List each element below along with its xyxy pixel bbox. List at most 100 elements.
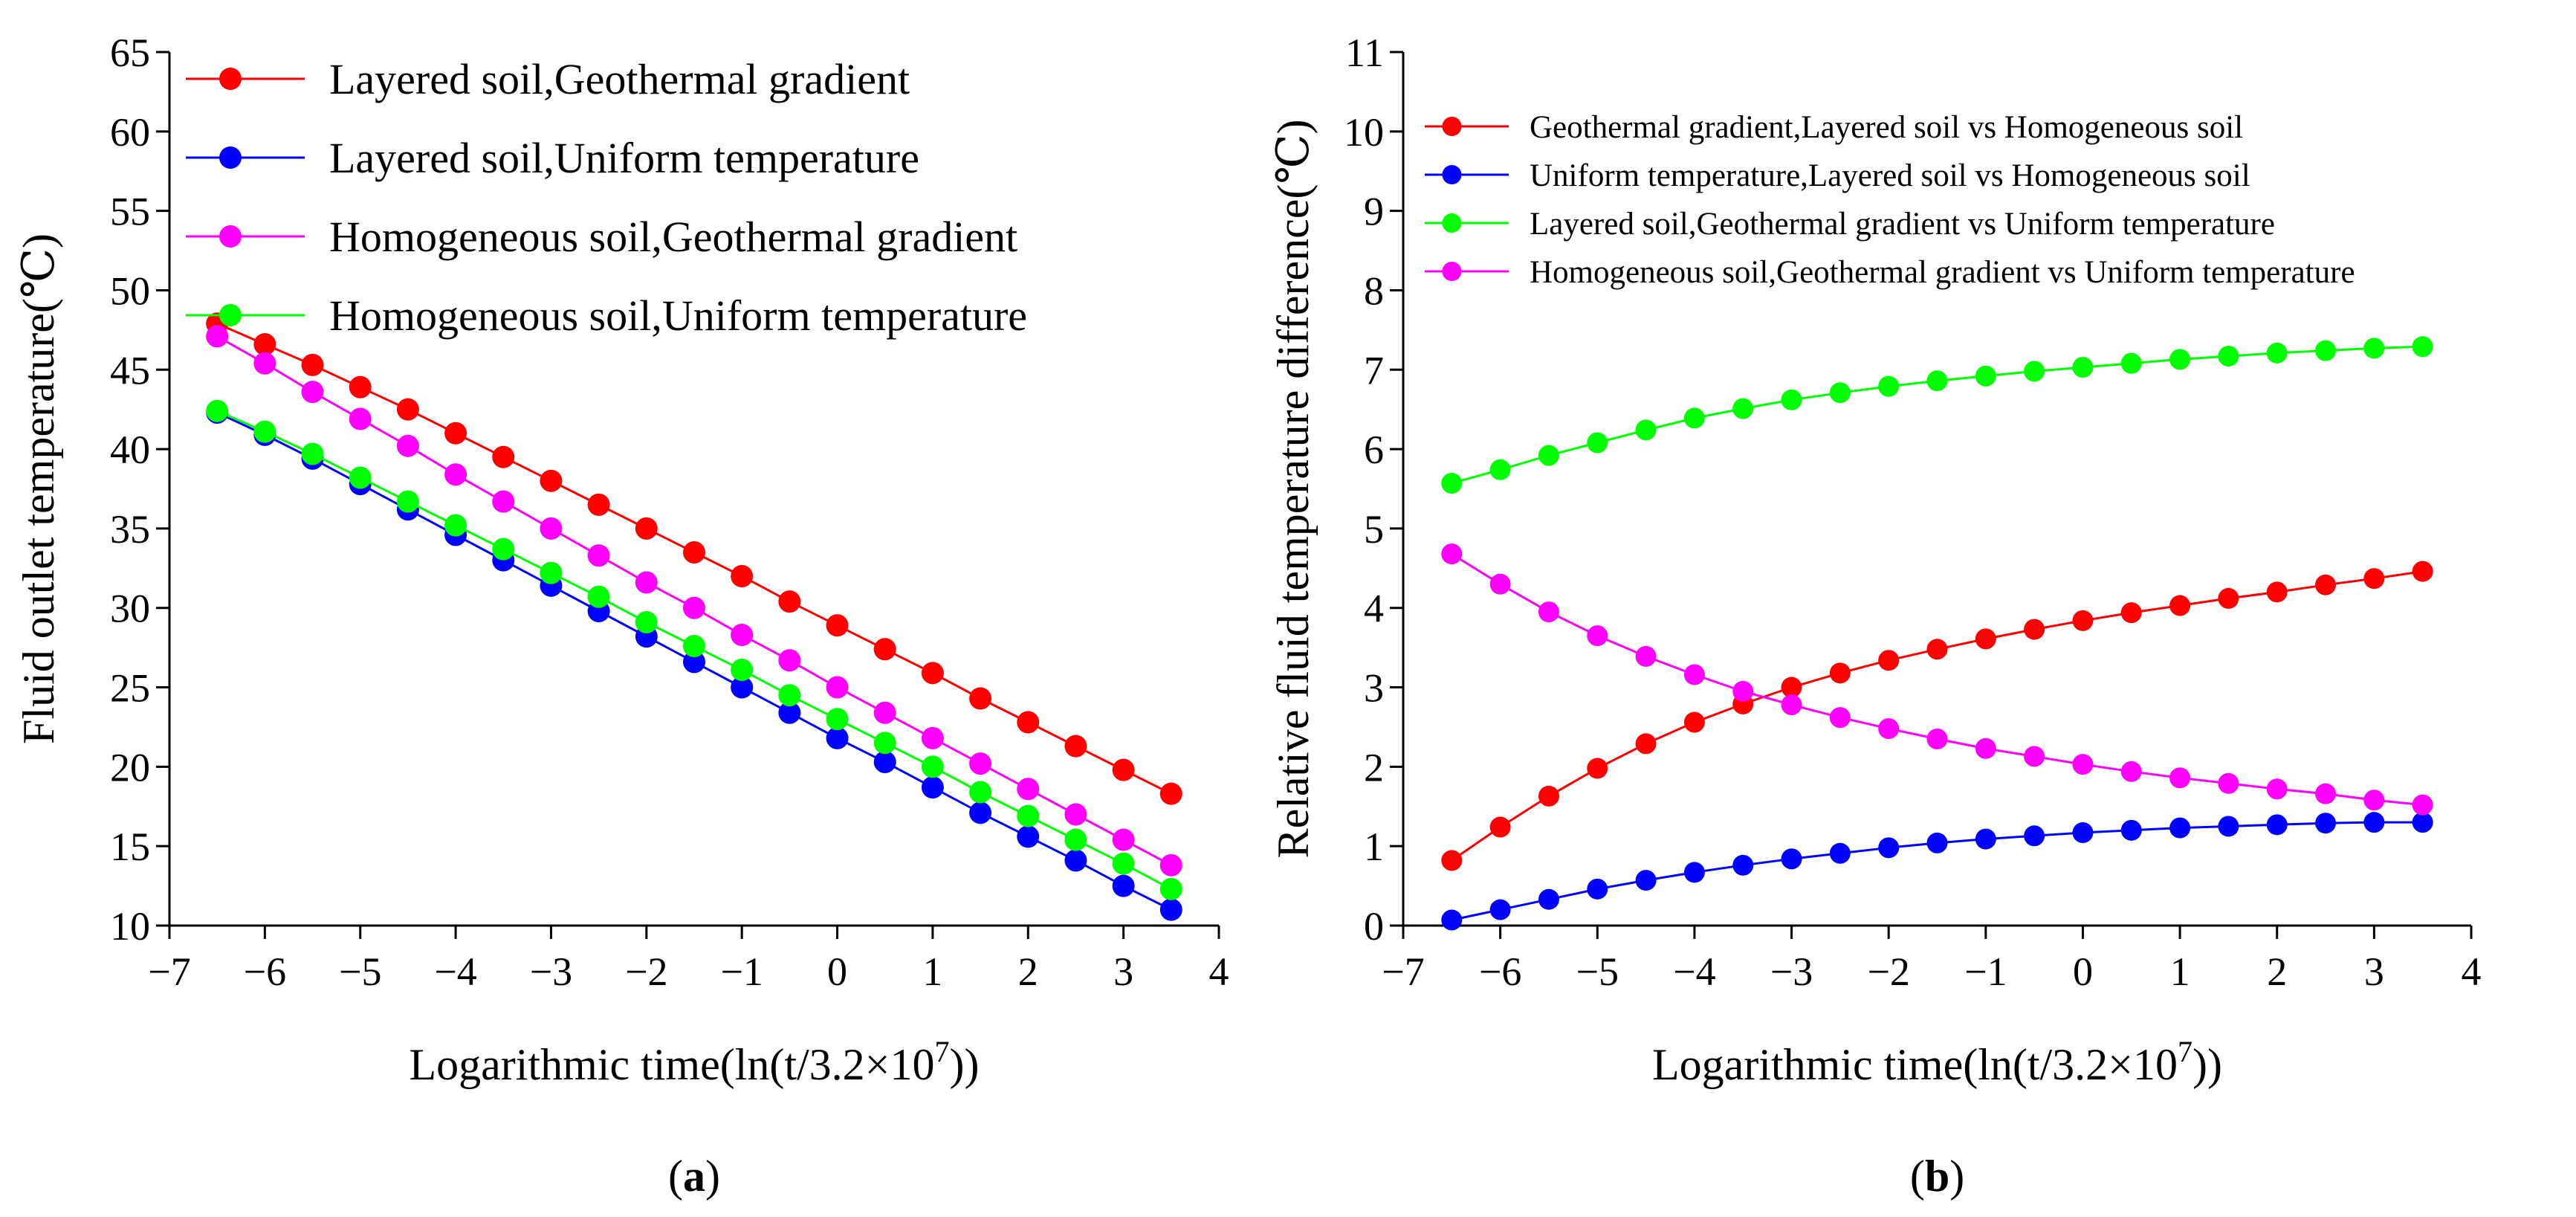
x-tick-label: 0 (2073, 949, 2093, 994)
legend-marker (219, 225, 242, 248)
y-tick-label: 4 (1364, 587, 1384, 631)
data-point (2218, 587, 2239, 609)
data-point (635, 610, 658, 633)
y-tick-label: 55 (110, 190, 150, 234)
data-point (731, 659, 754, 682)
data-point (2024, 361, 2045, 382)
data-point (2120, 602, 2142, 624)
data-point (1926, 728, 1948, 749)
x-tick-label: 2 (2267, 949, 2287, 994)
data-point (253, 352, 276, 375)
legend-marker (219, 304, 242, 326)
x-tick-label: −7 (1382, 949, 1424, 994)
data-point (444, 463, 467, 486)
data-point (1538, 785, 1559, 807)
data-point (1732, 398, 1754, 419)
data-point (206, 399, 229, 422)
data-point (301, 442, 324, 465)
data-point (2169, 817, 2191, 839)
data-point (2315, 574, 2337, 595)
data-point (2412, 812, 2433, 833)
data-point (1878, 650, 1900, 671)
data-point (2120, 819, 2142, 841)
y-tick-label: 2 (1364, 745, 1384, 790)
legend-label: Layered soil,Uniform temperature (329, 134, 919, 182)
data-point (2363, 338, 2385, 359)
legend-label: Uniform temperature,Layered soil vs Homo… (1530, 158, 2250, 193)
x-axis-label-main: Logarithmic time(ln(t/3.2×10 (1652, 1040, 2178, 1089)
data-point (2412, 336, 2433, 358)
data-point (873, 638, 896, 661)
data-point (1064, 828, 1087, 851)
data-point (1159, 898, 1182, 921)
data-point (2169, 595, 2191, 616)
data-point (2266, 814, 2288, 836)
data-point (1112, 874, 1135, 897)
data-point (1112, 828, 1135, 851)
y-tick-label: 1 (1364, 824, 1384, 869)
data-point (444, 514, 467, 537)
data-point (1017, 804, 1040, 827)
data-point (1781, 848, 1802, 870)
data-point (1781, 389, 1802, 410)
data-point (969, 752, 992, 775)
x-axis-label-superscript: 7 (2178, 1035, 2192, 1068)
legend-marker (1442, 165, 1462, 184)
data-point (1683, 862, 1705, 883)
data-point (2363, 790, 2385, 811)
y-tick-label: 3 (1364, 666, 1384, 711)
y-tick-label: 11 (1345, 30, 1384, 75)
legend-label: Homogeneous soil,Geothermal gradient vs … (1530, 255, 2355, 290)
x-tick-label: −2 (625, 949, 667, 994)
y-tick-label: 30 (110, 587, 150, 631)
data-point (683, 540, 705, 564)
data-point (1926, 639, 1948, 660)
panel-a: 10 15 20 25 30 35 40 45 50 55 60 65 −7 −6 −5 −4 −3 −2 −1 0 1… (14, 30, 1229, 1201)
data-point (1683, 407, 1705, 429)
x-tick-label: −2 (1867, 949, 1909, 994)
data-point (1441, 473, 1463, 494)
y-tick-label: 45 (110, 348, 150, 393)
data-point (969, 801, 992, 824)
data-point (301, 353, 324, 376)
data-point (1538, 601, 1559, 623)
data-point (1975, 365, 1996, 387)
data-point (921, 755, 944, 778)
x-tick-label: 1 (922, 949, 942, 994)
data-point (2024, 619, 2045, 640)
series-line-2 (1451, 345, 2423, 485)
data-point (444, 422, 467, 445)
x-tick-label: 4 (1209, 949, 1229, 994)
x-tick-label: −1 (720, 949, 763, 994)
legend-label: Layered soil,Geothermal gradient (329, 55, 910, 103)
data-point (1441, 850, 1463, 871)
data-point (1683, 664, 1705, 685)
x-axis-label-superscript: 7 (935, 1035, 950, 1068)
data-point (1683, 711, 1705, 733)
y-tick-label: 5 (1364, 507, 1384, 552)
x-tick-label: −6 (1479, 949, 1521, 994)
data-point (2315, 813, 2337, 834)
legend-marker (219, 146, 242, 169)
data-point (2120, 352, 2142, 374)
y-axis-label: Relative fluid temperature difference(℃) (1269, 120, 1318, 859)
data-point (1878, 837, 1900, 859)
data-point (1064, 803, 1087, 826)
data-point (2072, 610, 2094, 631)
x-axis-label-main: Logarithmic time(ln(t/3.2×10 (410, 1040, 935, 1089)
legend-label: Homogeneous soil,Geothermal gradient (329, 213, 1017, 261)
data-point (2363, 812, 2385, 833)
data-point (778, 684, 801, 707)
panel-label: (b) (1910, 1152, 1964, 1201)
data-point (1732, 854, 1754, 876)
data-point (587, 544, 610, 567)
data-point (873, 701, 896, 724)
data-point (587, 493, 610, 516)
x-tick-label: −5 (1576, 949, 1619, 994)
data-point (1159, 877, 1182, 900)
data-point (921, 726, 944, 749)
data-point (206, 325, 229, 348)
data-point (683, 651, 705, 674)
data-point (1635, 419, 1657, 441)
x-tick-label: −7 (148, 949, 190, 994)
